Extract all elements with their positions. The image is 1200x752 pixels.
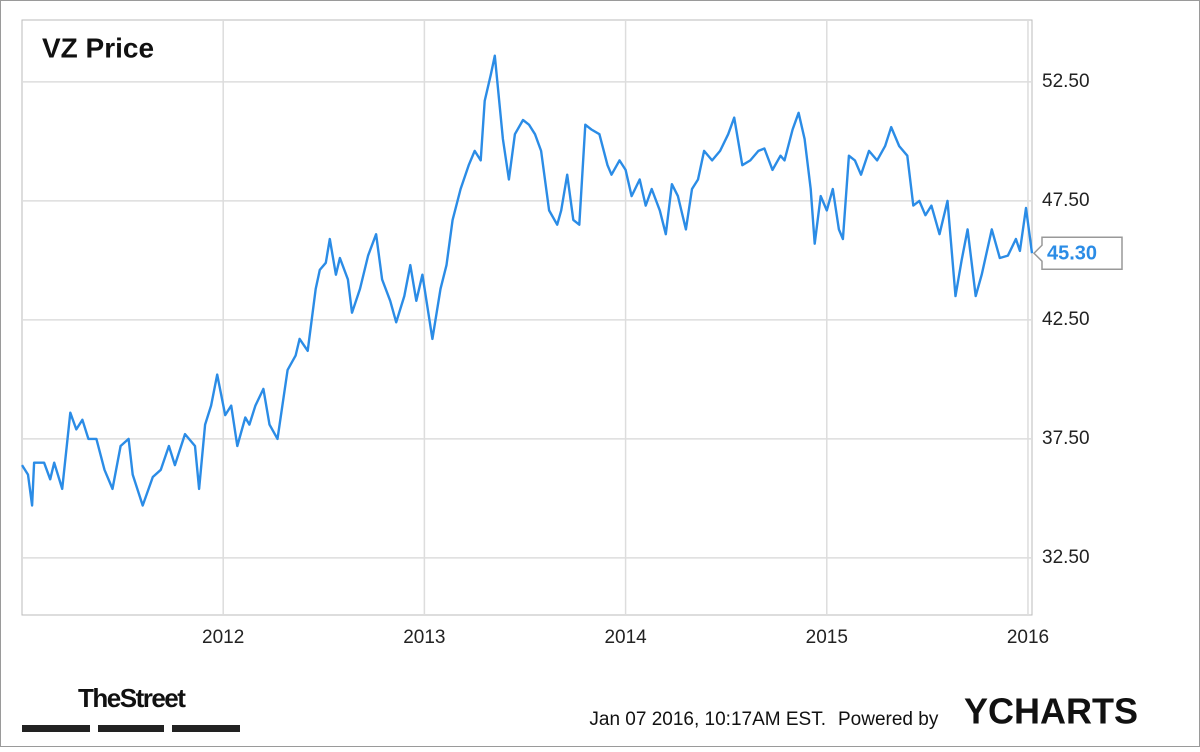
- footer: TheStreet Jan 07 2016, 10:17AM EST. Powe…: [22, 683, 1138, 732]
- y-tick-label: 42.50: [1042, 309, 1090, 330]
- y-tick-label: 37.50: [1042, 428, 1090, 449]
- brand: YCHARTS: [964, 691, 1138, 732]
- y-tick-label: 52.50: [1042, 71, 1090, 92]
- x-tick-label: 2014: [604, 627, 647, 648]
- marks: [20, 54, 1034, 507]
- source: TheStreet: [78, 683, 186, 713]
- x-tick-label: 2013: [403, 627, 445, 648]
- y-tick-label: 32.50: [1042, 547, 1090, 568]
- price-line: [20, 54, 1034, 507]
- x-tick-label: 2016: [1007, 627, 1049, 648]
- y-tick-label: 47.50: [1042, 190, 1090, 211]
- credit: Powered by: [838, 709, 939, 730]
- title-box: [24, 22, 186, 78]
- source-rule: [98, 725, 164, 732]
- timestamp: Jan 07 2016, 10:17AM EST.: [589, 709, 826, 730]
- source-rule: [22, 725, 90, 732]
- last-value-callout: 45.30: [1032, 236, 1123, 270]
- x-tick-label: 2012: [202, 627, 244, 648]
- last-value-label: 45.30: [1047, 243, 1097, 265]
- last-value-box: [1032, 236, 1123, 270]
- x-tick-label: 2015: [806, 627, 848, 648]
- chart-title: VZ Price: [42, 32, 154, 63]
- plot-area: [21, 19, 1033, 616]
- source-rule: [172, 725, 240, 732]
